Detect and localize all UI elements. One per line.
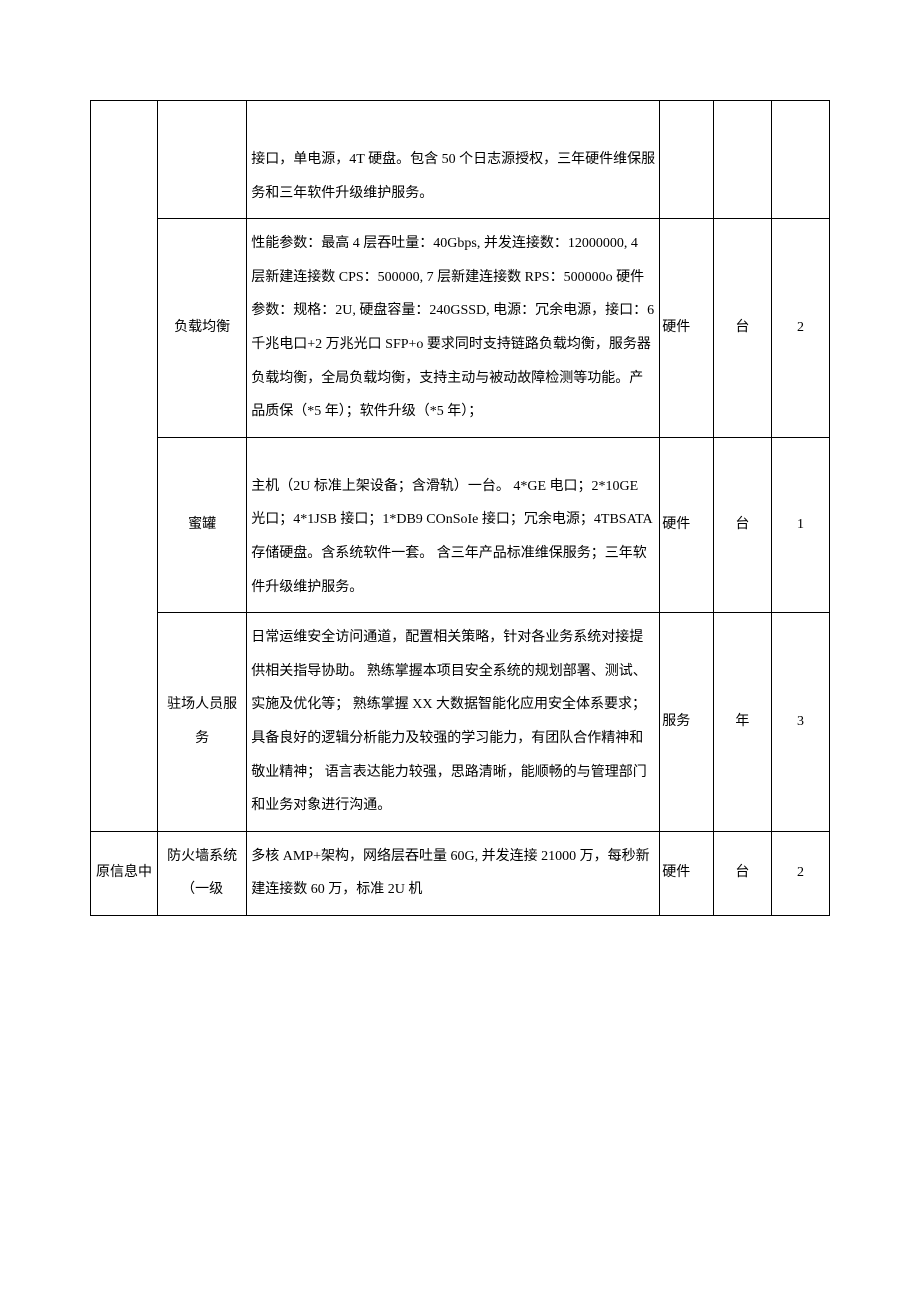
qty-text: 3	[797, 714, 804, 729]
table-row: 负载均衡 性能参数：最高 4 层吞吐量：40Gbps, 并发连接数：120000…	[91, 219, 830, 438]
category-text: 原信息中	[96, 865, 152, 880]
type-text: 服务	[662, 714, 690, 729]
desc-text: 性能参数：最高 4 层吞吐量：40Gbps, 并发连接数：12000000, 4…	[251, 225, 655, 431]
name-text: 蜜罐	[188, 517, 216, 532]
cell-unit	[713, 101, 771, 219]
cell-name: 蜜罐	[157, 437, 246, 612]
name-text: 防火墙系统（一级	[167, 849, 237, 898]
cell-name: 负载均衡	[157, 219, 246, 438]
document-page: 接口，单电源，4T 硬盘。包含 50 个日志源授权，三年硬件维保服务和三年软件升…	[0, 0, 920, 1016]
desc-text: 主机（2U 标准上架设备；含滑轨）一台。 4*GE 电口；2*10GE 光口；4…	[251, 468, 655, 606]
cell-desc: 主机（2U 标准上架设备；含滑轨）一台。 4*GE 电口；2*10GE 光口；4…	[247, 437, 660, 612]
cell-desc: 多核 AMP+架构，网络层吞吐量 60G, 并发连接 21000 万，每秒新建连…	[247, 831, 660, 915]
unit-text: 台	[735, 320, 749, 335]
unit-text: 台	[735, 865, 749, 880]
cell-desc: 日常运维安全访问通道，配置相关策略，针对各业务系统对接提供相关指导协助。 熟练掌…	[247, 613, 660, 832]
cell-qty	[771, 101, 829, 219]
cell-desc: 接口，单电源，4T 硬盘。包含 50 个日志源授权，三年硬件维保服务和三年软件升…	[247, 101, 660, 219]
cell-unit: 年	[713, 613, 771, 832]
type-text: 硬件	[662, 320, 690, 335]
cell-type: 硬件	[660, 219, 714, 438]
cell-type: 硬件	[660, 437, 714, 612]
table-row: 驻场人员服务 日常运维安全访问通道，配置相关策略，针对各业务系统对接提供相关指导…	[91, 613, 830, 832]
desc-text: 日常运维安全访问通道，配置相关策略，针对各业务系统对接提供相关指导协助。 熟练掌…	[251, 619, 655, 825]
desc-text: 接口，单电源，4T 硬盘。包含 50 个日志源授权，三年硬件维保服务和三年软件升…	[251, 141, 655, 212]
cell-desc: 性能参数：最高 4 层吞吐量：40Gbps, 并发连接数：12000000, 4…	[247, 219, 660, 438]
cell-name: 驻场人员服务	[157, 613, 246, 832]
spec-table: 接口，单电源，4T 硬盘。包含 50 个日志源授权，三年硬件维保服务和三年软件升…	[90, 100, 830, 916]
cell-unit: 台	[713, 831, 771, 915]
cell-type: 硬件	[660, 831, 714, 915]
cell-unit: 台	[713, 437, 771, 612]
type-text: 硬件	[662, 865, 690, 880]
table-row: 蜜罐 主机（2U 标准上架设备；含滑轨）一台。 4*GE 电口；2*10GE 光…	[91, 437, 830, 612]
cell-name	[157, 101, 246, 219]
table-row: 原信息中 防火墙系统（一级 多核 AMP+架构，网络层吞吐量 60G, 并发连接…	[91, 831, 830, 915]
cell-type	[660, 101, 714, 219]
cell-type: 服务	[660, 613, 714, 832]
unit-text: 年	[735, 714, 749, 729]
desc-text: 多核 AMP+架构，网络层吞吐量 60G, 并发连接 21000 万，每秒新建连…	[251, 838, 655, 909]
cell-qty: 2	[771, 831, 829, 915]
type-text: 硬件	[662, 517, 690, 532]
name-text: 负载均衡	[174, 320, 230, 335]
cell-category	[91, 101, 158, 832]
cell-name: 防火墙系统（一级	[157, 831, 246, 915]
name-text: 驻场人员服务	[167, 697, 237, 746]
qty-text: 2	[797, 320, 804, 335]
unit-text: 台	[735, 517, 749, 532]
table-row: 接口，单电源，4T 硬盘。包含 50 个日志源授权，三年硬件维保服务和三年软件升…	[91, 101, 830, 219]
cell-unit: 台	[713, 219, 771, 438]
qty-text: 2	[797, 865, 804, 880]
qty-text: 1	[797, 517, 804, 532]
cell-category: 原信息中	[91, 831, 158, 915]
cell-qty: 2	[771, 219, 829, 438]
cell-qty: 3	[771, 613, 829, 832]
cell-qty: 1	[771, 437, 829, 612]
